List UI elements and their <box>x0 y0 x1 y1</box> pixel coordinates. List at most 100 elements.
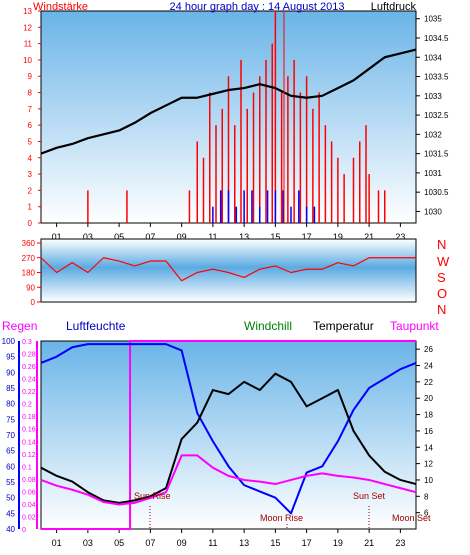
pressure-tick-label-1031: 1031 <box>424 169 442 178</box>
x-tick-label-03: 03 <box>83 538 93 548</box>
humidity-tick-label-45: 45 <box>6 509 15 518</box>
regen-tick-label-0.18: 0.18 <box>22 414 36 421</box>
humidity-tick-label-100: 100 <box>2 337 16 346</box>
pressure-wind-panel: Windstärke 24 hour graph day : 14 August… <box>23 1 449 242</box>
wind-direction-series <box>40 257 416 282</box>
humidity-tick-label-70: 70 <box>6 431 15 440</box>
humidity-tick-label-80: 80 <box>6 400 15 409</box>
pressure-tick-label-1034: 1034 <box>424 53 442 62</box>
wind-tick-label-0: 0 <box>28 219 33 228</box>
pressure-tick-label-1032: 1032 <box>424 130 442 139</box>
x-tick-label-23: 23 <box>395 232 405 242</box>
regen-tick-label-0.24: 0.24 <box>22 377 36 384</box>
wind-tick-label-5: 5 <box>28 137 33 146</box>
temp-tick-label-20: 20 <box>424 394 433 403</box>
compass-w: W <box>437 254 450 269</box>
compass-s: S <box>437 270 446 285</box>
header-luftdruck: Luftdruck <box>371 1 417 13</box>
regen-tick-label-0.28: 0.28 <box>22 352 36 359</box>
x-tick-label-01: 01 <box>52 538 62 548</box>
sun-set-label: Sun Set <box>353 491 386 501</box>
pressure-axis: 1030 1030.5 1031 1031.5 1032 1032.5 1033 1033.5… <box>416 15 449 216</box>
humidity-axis: 40 45 50 55 60 65 70 75 80 85 90 95 100 <box>2 337 16 534</box>
x-tick-label-05: 05 <box>114 538 124 548</box>
header-luftfeuchte: Luftfeuchte <box>66 319 126 333</box>
humidity-tick-label-50: 50 <box>6 494 15 503</box>
humidity-series <box>40 343 417 515</box>
humidity-tick-label-40: 40 <box>6 525 15 534</box>
x-tick-label-09: 09 <box>177 538 187 548</box>
temp-tick-label-26: 26 <box>424 345 433 354</box>
x-tick-label-15: 15 <box>270 232 280 242</box>
temperature-axis: 6 8 10 12 14 16 18 20 22 24 26 <box>416 345 433 518</box>
x-tick-label-13: 13 <box>239 232 249 242</box>
humidity-tick-label-55: 55 <box>6 478 15 487</box>
wind-tick-label-2: 2 <box>28 186 33 195</box>
direction-tick-label-360: 360 <box>22 239 36 248</box>
wind-tick-label-13: 13 <box>23 7 32 16</box>
top-x-axis: 01 03 05 07 09 11 13 15 17 19 21 23 <box>52 223 405 242</box>
humidity-line <box>40 343 417 515</box>
header-regen: Regen <box>2 319 37 333</box>
wind-tick-label-6: 6 <box>28 121 33 130</box>
humidity-tick-label-90: 90 <box>6 368 15 377</box>
pressure-tick-label-1033.5: 1033.5 <box>424 73 449 82</box>
direction-tick-label-0: 0 <box>31 298 36 307</box>
moon-set-label: Moon Set <box>392 513 431 523</box>
compass-n-bottom: N <box>437 302 446 317</box>
humidity-tick-label-85: 85 <box>6 384 15 393</box>
wind-tick-label-10: 10 <box>23 56 32 65</box>
x-tick-label-07: 07 <box>145 232 155 242</box>
wind-tick-label-7: 7 <box>28 105 33 114</box>
temp-tick-label-8: 8 <box>424 492 429 501</box>
direction-tick-label-90: 90 <box>26 283 35 292</box>
x-tick-label-19: 19 <box>333 538 343 548</box>
temp-tick-label-12: 12 <box>424 460 433 469</box>
wind-bars <box>87 11 386 223</box>
moon-rise-label: Moon Rise <box>260 513 303 523</box>
regen-tick-label-0.26: 0.26 <box>22 364 36 371</box>
pressure-line <box>40 48 417 155</box>
temperature-series <box>40 372 417 504</box>
regen-tick-label-0.12: 0.12 <box>22 452 36 459</box>
regen-tick-label-0.06: 0.06 <box>22 489 36 496</box>
x-tick-label-23: 23 <box>395 538 405 548</box>
chart-title: 24 hour graph day : 14 August 2013 <box>170 1 345 13</box>
compass-labels: N W S O N <box>437 237 450 317</box>
x-tick-label-03: 03 <box>83 232 93 242</box>
humidity-tick-label-95: 95 <box>6 353 15 362</box>
humidity-tick-label-60: 60 <box>6 462 15 471</box>
x-tick-label-17: 17 <box>302 232 312 242</box>
wind-direction-panel: 0 90 180 270 360 N W S O N <box>22 237 450 317</box>
temp-tick-label-10: 10 <box>424 476 433 485</box>
dewpoint-line <box>40 454 417 506</box>
bottom-x-axis: 01 03 05 07 09 11 13 15 17 19 21 23 <box>52 529 405 548</box>
pressure-tick-label-1030.5: 1030.5 <box>424 188 449 197</box>
pressure-series <box>40 48 417 155</box>
regen-tick-label-0.22: 0.22 <box>22 389 36 396</box>
regen-tick-label-0.04: 0.04 <box>22 502 36 509</box>
header-windstaerke: Windstärke <box>33 1 88 13</box>
regen-axis: 0 0.02 0.04 0.06 0.08 0.1 0.12 0.14 0.16 0.18 0.2 0… <box>22 339 36 534</box>
regen-tick-label-0.3: 0.3 <box>22 339 32 346</box>
wind-tick-label-4: 4 <box>28 154 33 163</box>
temp-tick-label-24: 24 <box>424 362 433 371</box>
x-tick-label-17: 17 <box>302 538 312 548</box>
temp-tick-label-18: 18 <box>424 411 433 420</box>
wind-tick-label-12: 12 <box>23 23 32 32</box>
pressure-tick-label-1030: 1030 <box>424 207 442 216</box>
temp-tick-label-22: 22 <box>424 378 433 387</box>
dewpoint-series <box>40 454 417 506</box>
pressure-tick-label-1033: 1033 <box>424 92 442 101</box>
direction-axis: 0 90 180 270 360 <box>22 239 41 307</box>
pressure-tick-label-1032.5: 1032.5 <box>424 111 449 120</box>
header-taupunkt: Taupunkt <box>390 319 439 333</box>
x-tick-label-11: 11 <box>208 232 217 242</box>
humidity-tick-label-65: 65 <box>6 447 15 456</box>
x-tick-label-19: 19 <box>333 232 343 242</box>
x-tick-label-05: 05 <box>114 232 124 242</box>
wind-tick-label-11: 11 <box>24 40 33 49</box>
humidity-tick-label-75: 75 <box>6 415 15 424</box>
